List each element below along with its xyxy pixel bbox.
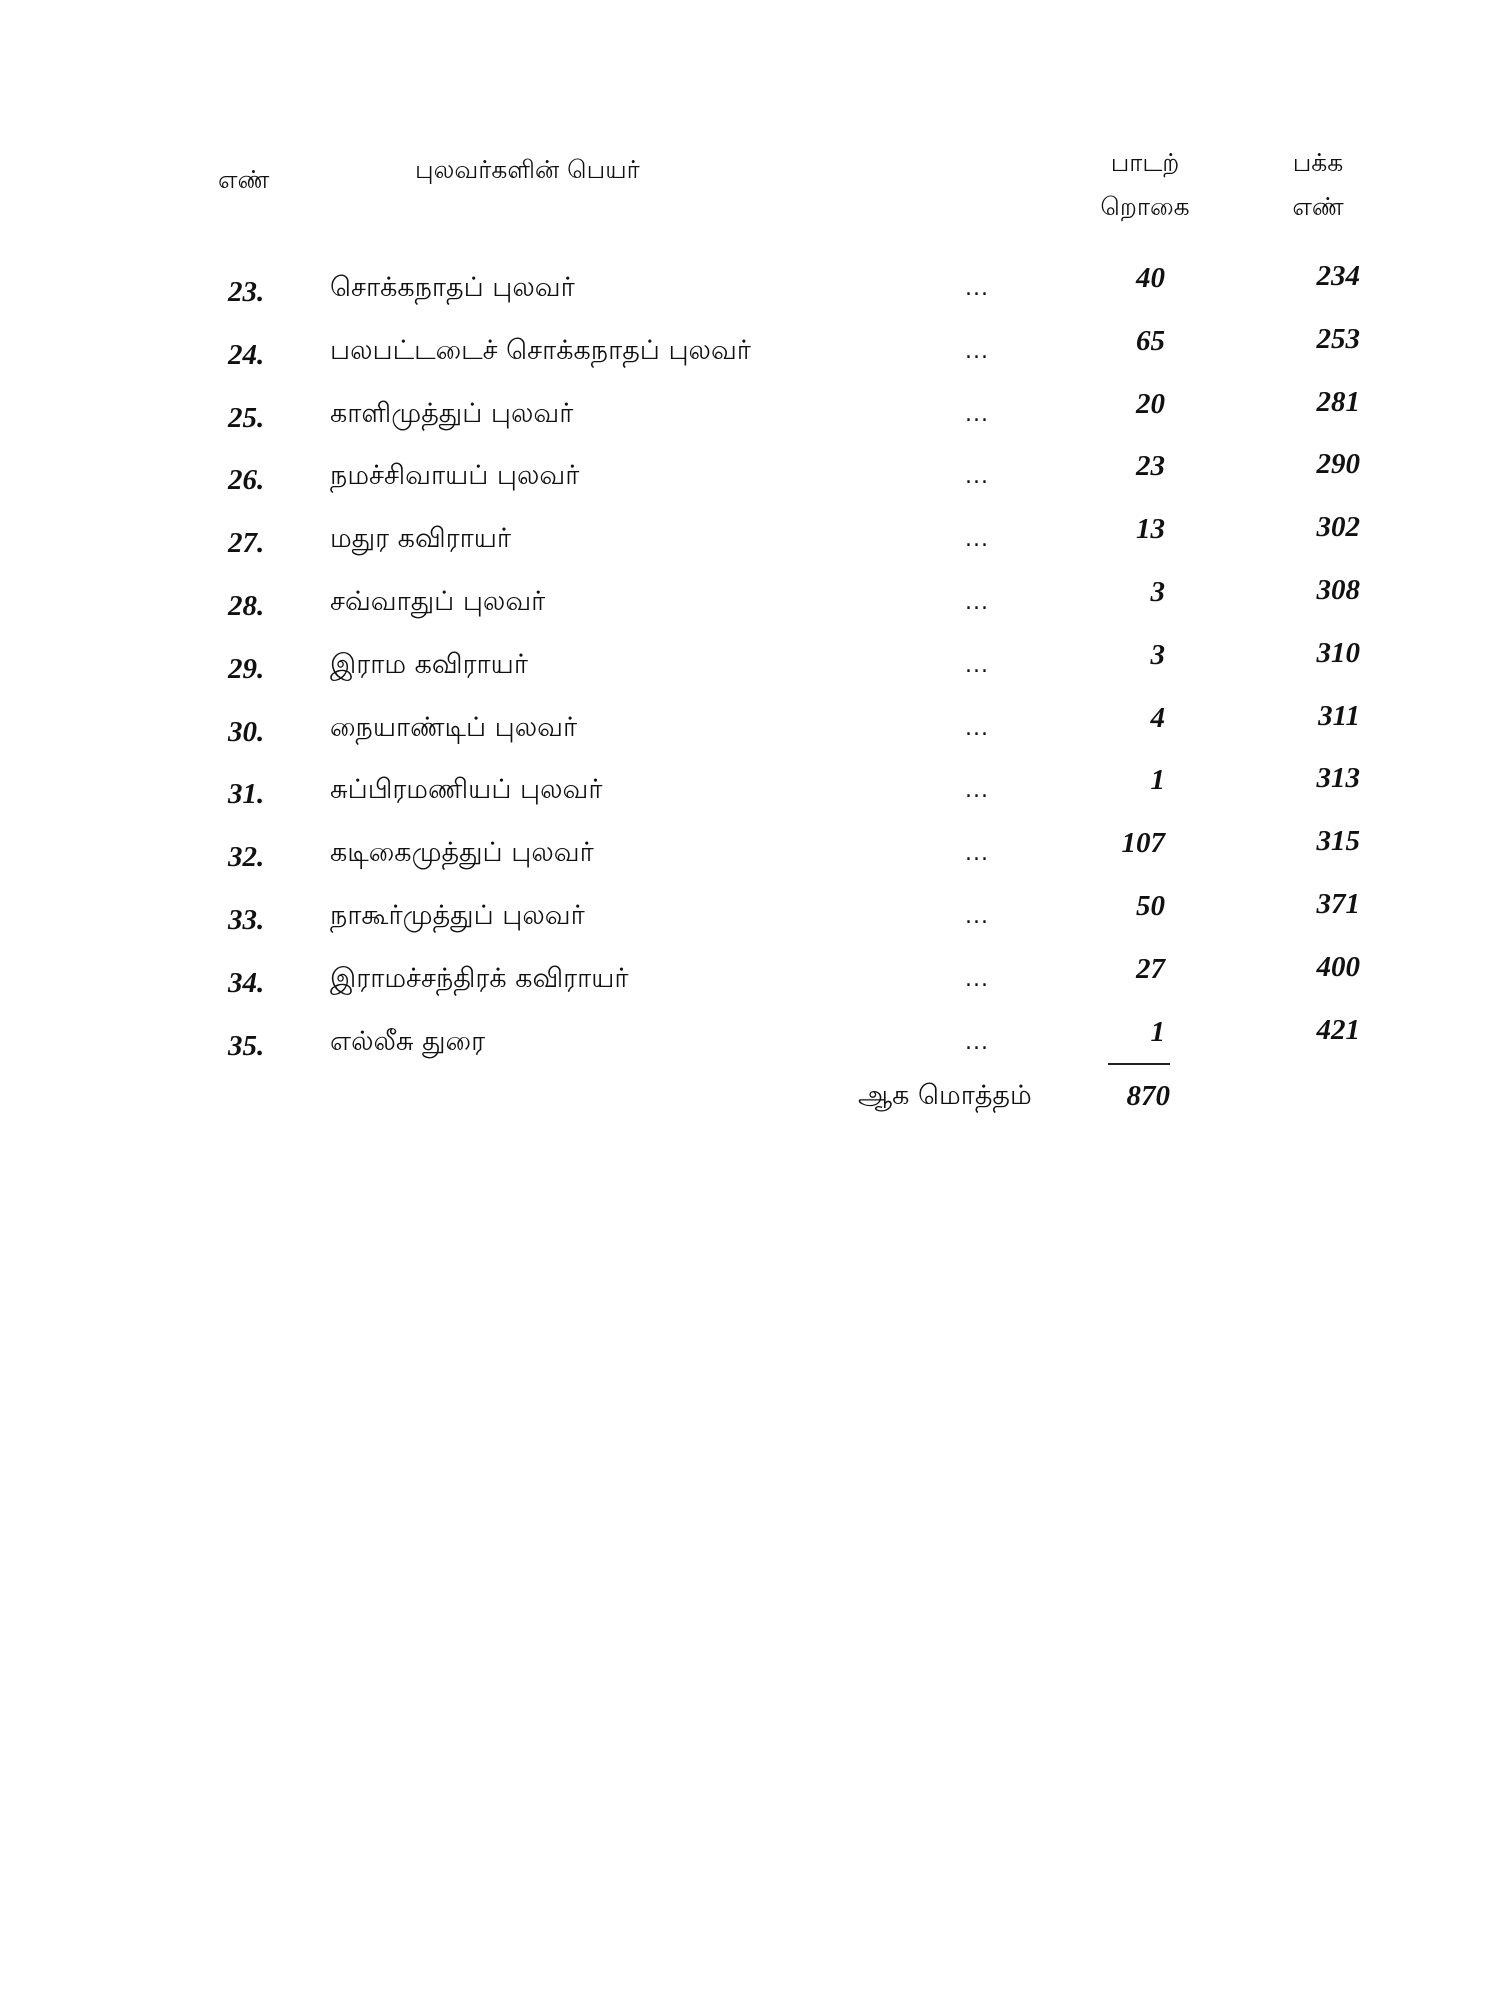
song-count: 4 (1150, 701, 1166, 734)
header-songs-line1: பாடற் (1110, 148, 1180, 177)
header-number: எண் (218, 165, 270, 194)
page-number: 400 (1316, 950, 1361, 983)
row-number: 28. (228, 590, 265, 622)
table-row: 27. மதுர கவிராயர்... 13 302 (0, 511, 1500, 571)
leader-dots: ... (965, 966, 989, 992)
page-number: 302 (1316, 511, 1361, 544)
row-number: 23. (228, 276, 265, 308)
table-row: 33. நாகூர்முத்துப் புலவர்... 50 371 (0, 888, 1500, 948)
row-number: 24. (228, 338, 265, 371)
song-count: 23 (1136, 450, 1165, 483)
song-count: 3 (1150, 576, 1166, 608)
table-row: 30. நையாண்டிப் புலவர்... 4 311 (0, 700, 1500, 760)
poet-name: மதுர கவிராயர் (330, 523, 511, 555)
song-count: 3 (1150, 638, 1166, 671)
page-number: 313 (1316, 762, 1361, 795)
leader-dots: ... (965, 1029, 989, 1055)
table-row: 29. இராம கவிராயர்... 3 310 (0, 637, 1500, 697)
page-number: 421 (1316, 1013, 1361, 1046)
poet-name: கடிகைமுத்துப் புலவர் (330, 837, 594, 869)
row-number: 29. (228, 652, 265, 685)
table-row: 28. சவ்வாதுப் புலவர்... 3 308 (0, 574, 1500, 634)
row-number: 27. (228, 527, 265, 560)
song-count: 13 (1136, 513, 1165, 546)
table-row: 34. இராமச்சந்திரக் கவிராயர்... 27 400 (0, 951, 1500, 1011)
page-number: 253 (1316, 322, 1361, 355)
total-value: 870 (1126, 1080, 1171, 1112)
page-number: 290 (1316, 448, 1361, 481)
table-row: 31. சுப்பிரமணியப் புலவர்... 1 313 (0, 762, 1500, 822)
header-songs-line2: றொகை (1100, 192, 1190, 221)
song-count: 40 (1136, 262, 1165, 294)
table-row: 25. காளிமுத்துப் புலவர்... 20 281 (0, 386, 1500, 446)
table-row: 23. சொக்கநாதப் புலவர்... 40 234 (0, 260, 1500, 320)
poet-name: இராமச்சந்திரக் கவிராயர் (330, 962, 629, 994)
total-rule (1108, 1063, 1170, 1065)
song-count: 27 (1136, 952, 1165, 985)
row-number: 33. (228, 904, 265, 936)
song-count: 20 (1136, 387, 1165, 420)
table-row: 24. பலபட்டடைச் சொக்கநாதப் புலவர்... 65 253 (0, 323, 1500, 383)
leader-dots: ... (965, 778, 989, 804)
song-count: 107 (1121, 827, 1166, 860)
song-count: 65 (1136, 324, 1165, 357)
leader-dots: ... (965, 338, 989, 364)
poet-name: காளிமுத்துப் புலவர் (330, 397, 574, 429)
poet-name: நமச்சிவாயப் புலவர் (330, 460, 580, 492)
poet-name: சொக்கநாதப் புலவர் (330, 272, 575, 303)
page-number: 315 (1316, 825, 1361, 858)
poet-name: இராம கவிராயர் (330, 648, 528, 680)
leader-dots: ... (965, 904, 989, 929)
row-number: 26. (228, 464, 265, 497)
leader-dots: ... (965, 841, 989, 867)
row-number: 30. (228, 715, 265, 748)
header-page-line2: எண் (1292, 192, 1344, 221)
poet-name: நாகூர்முத்துப் புலவர் (330, 900, 585, 931)
leader-dots: ... (965, 590, 989, 615)
leader-dots: ... (965, 401, 989, 427)
poet-name: நையாண்டிப் புலவர் (330, 711, 578, 743)
row-number: 32. (228, 841, 265, 874)
poet-name: எல்லீசு துரை (330, 1025, 486, 1057)
poet-name: சுப்பிரமணியப் புலவர் (330, 774, 603, 806)
song-count: 1 (1150, 1015, 1166, 1048)
leader-dots: ... (965, 276, 989, 301)
page-number: 311 (1318, 699, 1360, 732)
row-number: 35. (228, 1029, 265, 1062)
table-row: 26. நமச்சிவாயப் புலவர்... 23 290 (0, 448, 1500, 508)
leader-dots: ... (965, 715, 989, 741)
row-number: 25. (228, 401, 265, 434)
page-number: 234 (1316, 260, 1361, 292)
header-poet-name: புலவர்களின் பெயர் (415, 155, 640, 184)
song-count: 1 (1150, 764, 1166, 797)
header-page-line1: பக்க (1292, 148, 1344, 177)
leader-dots: ... (965, 652, 989, 678)
page-number: 310 (1316, 636, 1361, 669)
page-number: 371 (1316, 888, 1361, 920)
table-row: 32. கடிகைமுத்துப் புலவர்... 107 315 (0, 825, 1500, 885)
leader-dots: ... (965, 464, 989, 490)
leader-dots: ... (965, 527, 989, 553)
row-number: 31. (228, 778, 265, 811)
table-row: 35. எல்லீசு துரை... 1 421 (0, 1014, 1500, 1074)
page-number: 308 (1316, 574, 1361, 606)
poet-name: சவ்வாதுப் புலவர் (330, 586, 546, 617)
poet-name: பலபட்டடைச் சொக்கநாதப் புலவர் (330, 334, 751, 366)
total-label: ஆக மொத்தம் (858, 1080, 1032, 1111)
page-number: 281 (1316, 385, 1361, 418)
row-number: 34. (228, 966, 265, 999)
song-count: 50 (1136, 890, 1165, 922)
